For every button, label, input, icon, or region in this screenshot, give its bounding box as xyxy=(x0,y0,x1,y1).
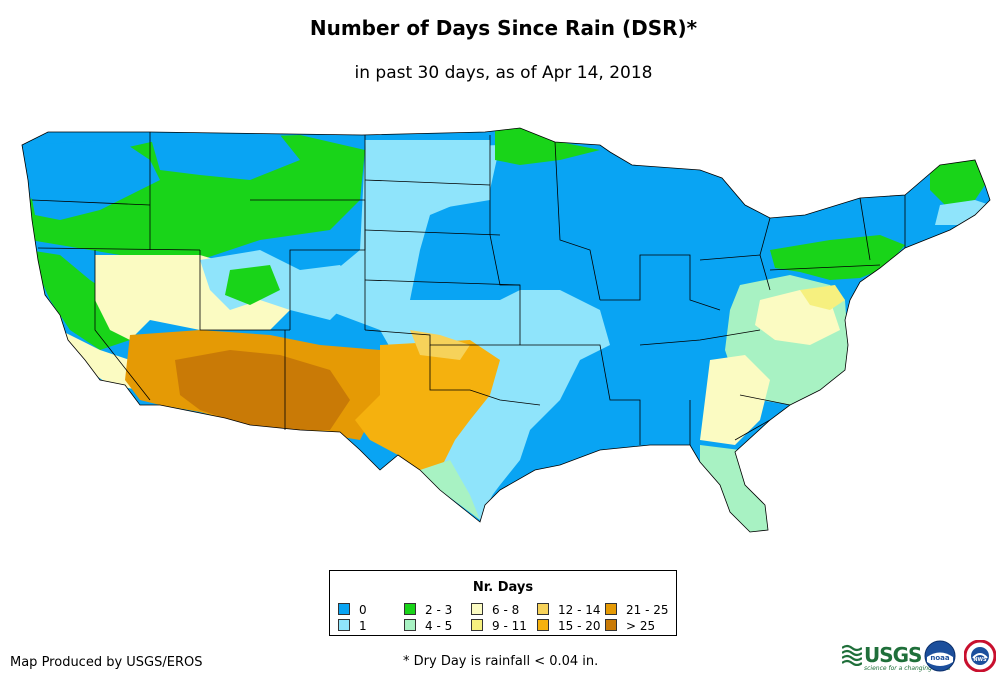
usgs-logo: USGS xyxy=(864,643,922,667)
legend: Nr. Days 0 1 2 - 3 4 - 5 6 - 8 9 - 11 12… xyxy=(329,570,677,636)
us-dsr-map xyxy=(21,127,991,533)
noaa-logo-icon: noaa xyxy=(924,640,956,672)
agency-logos: USGS science for a changing world noaa N… xyxy=(842,638,1002,678)
legend-title: Nr. Days xyxy=(472,580,534,595)
nws-logo-text: NWS xyxy=(973,657,987,663)
legend-swatch xyxy=(338,603,350,615)
region-florida xyxy=(700,445,768,532)
legend-item-2-3: 2 - 3 xyxy=(404,603,452,616)
region-arizona-new-mexico xyxy=(175,350,350,430)
legend-item-12-14: 12 - 14 xyxy=(537,603,601,616)
legend-item-9-11: 9 - 11 xyxy=(471,619,527,632)
legend-item-1: 1 xyxy=(338,619,367,632)
legend-swatch xyxy=(537,619,549,631)
map-title: Number of Days Since Rain (DSR)* xyxy=(309,16,698,40)
legend-swatch xyxy=(471,619,483,631)
legend-swatch xyxy=(605,603,617,615)
legend-item-gt-25: > 25 xyxy=(605,619,655,632)
legend-item-6-8: 6 - 8 xyxy=(471,603,519,616)
legend-swatch xyxy=(404,603,416,615)
legend-item-21-25: 21 - 25 xyxy=(605,603,669,616)
legend-item-15-20: 15 - 20 xyxy=(537,619,601,632)
footnote-text: * Dry Day is rainfall < 0.04 in. xyxy=(403,654,599,669)
region-northwest-coast xyxy=(22,140,160,220)
legend-swatch xyxy=(605,619,617,631)
legend-item-4-5: 4 - 5 xyxy=(404,619,452,632)
map-subtitle: in past 30 days, as of Apr 14, 2018 xyxy=(354,63,653,83)
usgs-wave-icon xyxy=(842,644,862,666)
legend-item-0: 0 xyxy=(338,603,367,616)
nws-logo-icon: NWS xyxy=(964,640,996,672)
state-boundaries xyxy=(21,127,991,533)
legend-swatch xyxy=(471,603,483,615)
dsr-fill-layer xyxy=(22,128,990,532)
legend-swatch xyxy=(338,619,350,631)
legend-swatch xyxy=(404,619,416,631)
noaa-logo-text: noaa xyxy=(930,654,950,662)
legend-swatch xyxy=(537,603,549,615)
region-texas-plains xyxy=(355,340,500,480)
usgs-tagline: science for a changing world xyxy=(864,665,951,672)
credit-text: Map Produced by USGS/EROS xyxy=(10,655,203,670)
